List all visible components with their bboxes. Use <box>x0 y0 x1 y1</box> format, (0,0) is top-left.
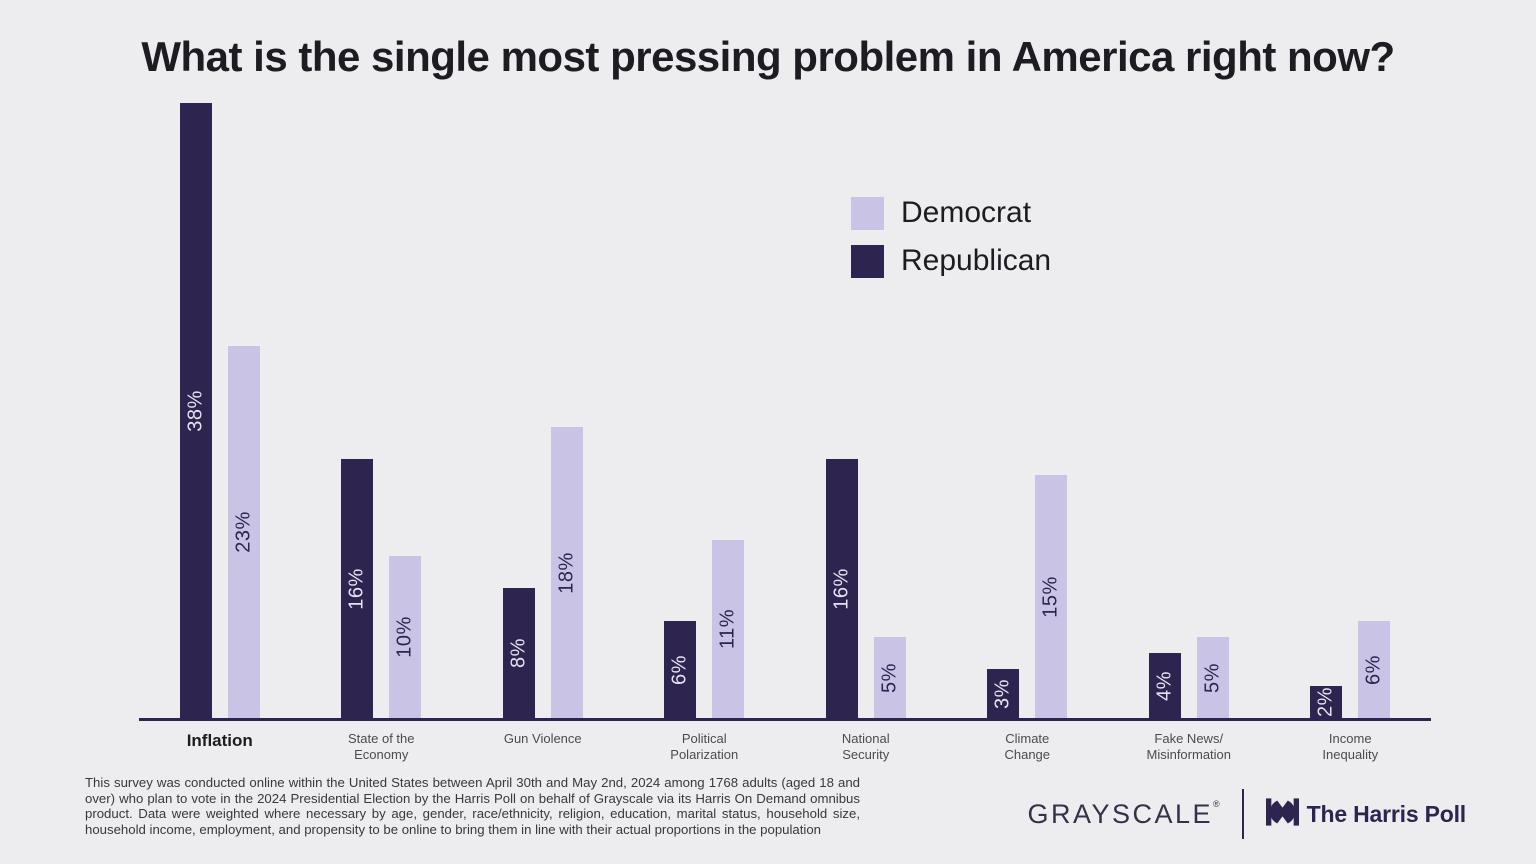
bar-republican: 6% <box>664 621 697 718</box>
legend: Democrat Republican <box>851 196 1051 278</box>
bar-group-income-inequality: 2% 6% <box>1270 101 1432 718</box>
grayscale-wordmark: GRAYSCALE <box>1027 798 1214 829</box>
bar-democrat: 5% <box>873 637 906 718</box>
bar-republican: 2% <box>1310 686 1343 718</box>
bar-group-state-of-the-economy: 16% 10% <box>301 101 463 718</box>
plot-area: 38% 23% 16% 10% 8% 18% 6% 11% 16% 5% 3% 15% 4% 5% 2% 6% <box>139 101 1431 721</box>
bar-republican: 3% <box>987 669 1020 718</box>
grayscale-logo: GRAYSCALE® <box>1027 799 1219 830</box>
category-label: State of the Economy <box>348 731 415 762</box>
category-label: National Security <box>841 731 890 762</box>
bar-group-climate-change: 3% 15% <box>947 101 1109 718</box>
bar-republican: 16% <box>825 459 858 718</box>
legend-label: Democrat <box>901 196 1032 229</box>
category-label: Political Polarization <box>670 731 739 762</box>
bar-value-label: 4% <box>1153 670 1176 701</box>
bar-group-fake-news-misinformation: 4% 5% <box>1108 101 1270 718</box>
bar-democrat: 5% <box>1196 637 1229 718</box>
registered-trademark-mark: ® <box>1213 798 1220 809</box>
category-labels-row: Inflation State of the Economy Gun Violenc… <box>139 731 1431 763</box>
bar-democrat: 18% <box>550 427 583 718</box>
legend-item-republican: Republican <box>851 244 1051 278</box>
bar-value-label: 18% <box>555 551 578 594</box>
bar-value-label: 6% <box>668 654 691 685</box>
survey-methodology-footnote: This survey was conducted online within … <box>85 775 860 837</box>
legend-swatch-democrat <box>851 196 884 230</box>
bar-value-label: 15% <box>1039 575 1062 618</box>
bar-value-label: 2% <box>1314 687 1337 717</box>
bar-value-label: 6% <box>1362 654 1385 685</box>
legend-swatch-republican <box>851 244 884 278</box>
bar-value-label: 11% <box>716 608 739 650</box>
bar-group-political-polarization: 6% 11% <box>624 101 786 718</box>
category-label: Climate Change <box>1004 731 1051 762</box>
bar-democrat: 15% <box>1035 475 1068 718</box>
logo-divider <box>1241 789 1244 839</box>
category-label: Income Inequality <box>1322 731 1379 762</box>
bar-value-label: 16% <box>830 567 853 610</box>
bar-democrat: 6% <box>1358 621 1391 718</box>
bar-republican: 16% <box>341 459 374 718</box>
harris-poll-wordmark: The Harris Poll <box>1306 800 1467 827</box>
category-label: Fake News/ Misinformation <box>1146 731 1232 762</box>
bar-democrat: 23% <box>227 346 260 718</box>
bar-republican: 8% <box>502 588 535 718</box>
bar-value-label: 3% <box>991 678 1014 709</box>
bar-value-label: 23% <box>232 511 255 553</box>
bar-group-gun-violence: 8% 18% <box>462 101 624 718</box>
bar-group-inflation: 38% 23% <box>139 101 301 718</box>
legend-item-democrat: Democrat <box>851 196 1051 230</box>
bar-value-label: 5% <box>878 662 901 693</box>
bar-republican: 4% <box>1148 653 1181 718</box>
harris-poll-icon <box>1265 791 1299 838</box>
chart-title: What is the single most pressing problem… <box>141 33 1395 80</box>
bar-democrat: 10% <box>389 556 422 718</box>
bar-democrat: 11% <box>712 540 745 718</box>
category-label: Inflation <box>186 731 253 750</box>
bar-group-national-security: 16% 5% <box>785 101 947 718</box>
bar-value-label: 8% <box>507 638 530 668</box>
bar-value-label: 5% <box>1201 662 1224 693</box>
footer-logos: GRAYSCALE® The Harris Poll <box>1027 789 1466 839</box>
category-label: Gun Violence <box>503 731 582 746</box>
bar-value-label: 38% <box>184 389 207 432</box>
bar-chart: 38% 23% 16% 10% 8% 18% 6% 11% 16% 5% 3% 15% 4% 5% 2% 6%… <box>139 101 1431 763</box>
bar-value-label: 10% <box>393 616 416 658</box>
bar-value-label: 16% <box>345 567 368 610</box>
harris-poll-logo: The Harris Poll <box>1265 791 1467 838</box>
legend-label: Republican <box>901 244 1052 277</box>
bar-republican: 38% <box>179 103 212 718</box>
